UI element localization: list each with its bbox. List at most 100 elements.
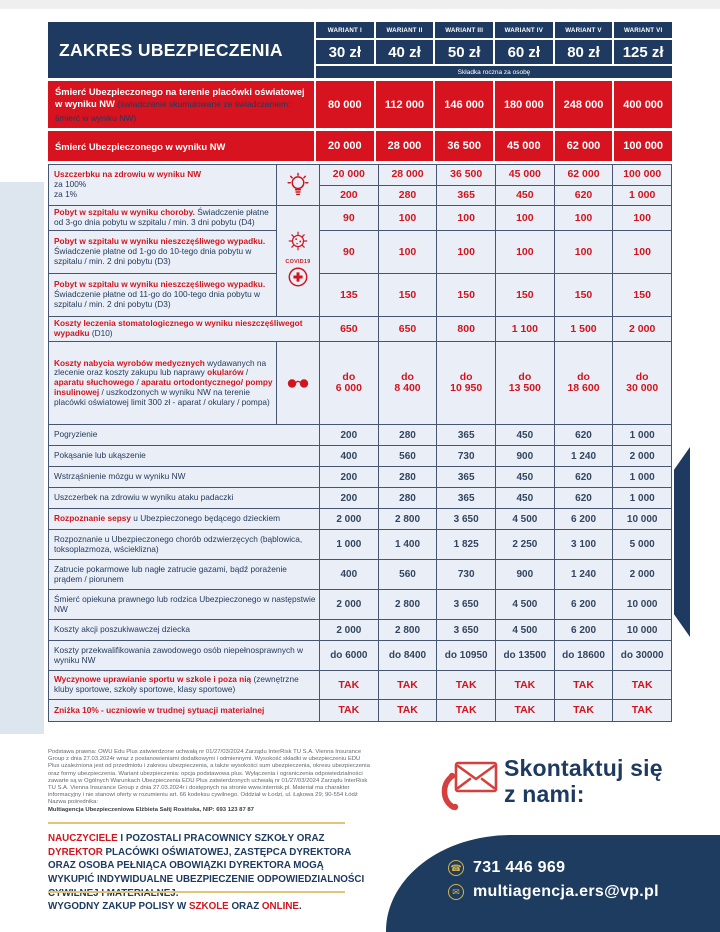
label-segment: za 1% xyxy=(54,188,78,199)
value-cell: 6 200 xyxy=(553,509,613,529)
value-cell: do 18600 xyxy=(553,641,613,670)
value-cell: 100 xyxy=(495,231,554,273)
label-segment: za 100% xyxy=(54,179,87,190)
label-segment: Pobyt w szpitalu w wyniku nieszczęśliweg… xyxy=(54,279,266,290)
value-cell: 450 xyxy=(495,425,554,445)
value-cell: 90 xyxy=(342,245,355,258)
email-row: ✉ multiagencja.ers@vp.pl xyxy=(448,883,720,901)
value-cell: 280 xyxy=(377,467,437,487)
table-body: Uszczerbku na zdrowiu w wyniku NW za 100%… xyxy=(48,164,672,722)
table-row: Wyczynowe uprawianie sportu w szkole i p… xyxy=(49,670,671,699)
label-segment: . xyxy=(298,901,302,912)
table-row: Pokąsanie lub ukąszenie 400 560 730 900 1 240… xyxy=(49,445,671,466)
value-cell: 150 xyxy=(377,274,437,316)
label-text: Wstrząśnienie mózgu w wyniku NW xyxy=(54,471,316,482)
label-segment: DYREKTOR xyxy=(48,846,103,858)
value-cell: 100 xyxy=(377,206,437,230)
agent-name: Multiagencja Ubezpieczeniowa Elżbieta Sa… xyxy=(48,806,254,813)
value-cell: TAK xyxy=(338,678,360,691)
value-cells: 2 000 2 800 3 650 4 500 6 200 10 000 xyxy=(319,590,671,619)
gold-divider xyxy=(48,891,345,893)
label-text: Koszty przekwalifikowania zawodowego osó… xyxy=(54,645,316,666)
value-cell: 80 000 xyxy=(316,81,374,128)
table-row: Koszty nabycia wyrobów medycznych wydawa… xyxy=(49,341,671,424)
label-segment: (świadczenie skumulowane ze świadczeniem… xyxy=(55,99,291,123)
value-cell: do 8 400 xyxy=(377,342,437,424)
value-cell: 6 200 xyxy=(553,620,613,640)
row-label: Uszczerbku na zdrowiu w wyniku NW za 100%… xyxy=(49,165,276,205)
email-address: multiagencja.ers@vp.pl xyxy=(473,883,659,900)
legal-text: Podstawa prawna: OWU Edu Plus zatwierdzo… xyxy=(48,749,370,814)
label-text: Pobyt w szpitalu w wyniku choroby. Świad… xyxy=(54,207,273,228)
row-label: Uszczerbek na zdrowiu w wyniku ataku pad… xyxy=(49,488,319,508)
label-text: Zniżka 10% - uczniowie w trudnej sytuacj… xyxy=(54,704,316,716)
table-row: Śmierć opiekuna prawnego lub rodzica Ube… xyxy=(49,589,671,619)
premium-note: Składka roczna za osobę xyxy=(316,66,672,78)
price-header: 30 zł xyxy=(316,40,374,64)
label-segment: Pokąsanie lub ukąszenie xyxy=(54,450,146,461)
value-cell: do 6000 xyxy=(330,650,368,661)
label-segment: aparatu ortodontycznego/ pompy insulinow… xyxy=(54,377,273,397)
row-label: Koszty akcji poszukiwawczej dziecka xyxy=(49,620,319,640)
value-cell: 200 xyxy=(340,471,358,483)
glasses-icon xyxy=(276,342,319,424)
value-cell: 112 000 xyxy=(375,81,434,128)
value-cell: 365 xyxy=(436,185,495,205)
value-cell: TAK xyxy=(377,700,437,721)
value-cell: 2 000 xyxy=(612,560,671,589)
value-cell: 450 xyxy=(495,488,554,508)
price-header: 40 zł xyxy=(375,40,434,64)
covid19-label: COVID19 xyxy=(285,259,311,265)
row-label: Wyczynowe uprawianie sportu w szkole i p… xyxy=(49,671,319,699)
label-segment: / xyxy=(134,377,142,388)
label-segment: Świadczenie płatne od 3-go dnia pobytu w… xyxy=(54,207,269,227)
row-label: Rozpoznanie sepsy u Ubezpieczonego będąc… xyxy=(49,509,319,529)
value-cell: 36 500 xyxy=(436,165,495,185)
label-text: Rozpoznanie sepsy u Ubezpieczonego będąc… xyxy=(54,513,316,524)
value-cell: 3 650 xyxy=(436,620,495,640)
row-label: Pobyt w szpitalu w wyniku choroby. Świad… xyxy=(49,206,276,230)
value-cell: 62 000 xyxy=(554,131,613,161)
table-row: Koszty akcji poszukiwawczej dziecka 2 000… xyxy=(49,619,671,640)
value-cells: TAK TAK TAK TAK TAK TAK xyxy=(319,671,671,699)
death-benefit-row: Śmierć Ubezpieczonego na terenie placówk… xyxy=(48,81,672,128)
variant-header: WARIANT V xyxy=(554,22,613,38)
value-cell: 45 000 xyxy=(495,165,554,185)
label-segment: Rozpoznanie u Ubezpieczonego chorób odzw… xyxy=(54,533,303,554)
label-segment: ORAZ xyxy=(228,901,262,912)
value-cell: 620 xyxy=(553,425,613,445)
label-segment: Pobyt w szpitalu w wyniku choroby. xyxy=(54,207,195,218)
value-cell: 400 xyxy=(340,450,358,462)
value-cell: 2 000 xyxy=(336,599,362,610)
value-cell: 900 xyxy=(495,446,554,466)
left-accent-strip xyxy=(0,182,44,734)
phone-envelope-icon xyxy=(438,756,502,814)
value-cell: 1 240 xyxy=(553,560,613,589)
value-cell: do 6 000 xyxy=(335,371,362,394)
value-row: 90 100 100 100 100 100 xyxy=(320,206,671,230)
value-cell: 5 000 xyxy=(612,530,671,559)
value-cell: 400 xyxy=(340,569,358,580)
value-cell: 3 100 xyxy=(553,530,613,559)
label-segment: I POZOSTALI PRACOWNICY SZKOŁY ORAZ xyxy=(117,833,325,844)
value-cell: 28 000 xyxy=(377,165,437,185)
value-cells: 2 000 2 800 3 650 4 500 6 200 10 000 xyxy=(319,620,671,640)
value-row: 20 000 28 000 36 500 45 000 62 000 100 000 xyxy=(320,165,671,185)
value-cell: 450 xyxy=(495,185,554,205)
value-cell: 4 500 xyxy=(495,620,554,640)
insurance-table: ZAKRES UBEZPIECZENIA Składka roczna za o… xyxy=(48,22,672,722)
row-label: Zatrucie pokarmowe lub nagłe zatrucie ga… xyxy=(49,560,319,589)
value-cell: TAK xyxy=(338,704,360,716)
value-cell: 150 xyxy=(553,274,613,316)
value-cell: 100 000 xyxy=(612,165,671,185)
value-cell: 2 000 xyxy=(336,513,362,525)
label-segment: Zniżka 10% - uczniowie w trudnej sytuacj… xyxy=(54,704,265,715)
contact-box: ☎ 731 446 969 ✉ multiagencja.ers@vp.pl xyxy=(386,835,720,932)
label-segment: Koszty nabycia wyrobów medycznych xyxy=(54,357,205,368)
value-cell: 450 xyxy=(495,467,554,487)
group-values: 90 100 100 100 100 100 90 100 100 100 100 100 135 150… xyxy=(319,206,671,316)
row-label: Koszty przekwalifikowania zawodowego osó… xyxy=(49,641,319,670)
row-label: Pokąsanie lub ukąszenie xyxy=(49,446,319,466)
table-row: Rozpoznanie sepsy u Ubezpieczonego będąc… xyxy=(49,508,671,529)
